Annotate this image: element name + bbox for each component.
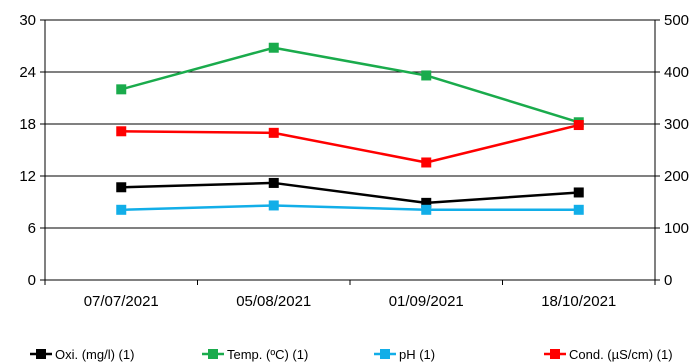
data-point (268, 177, 279, 188)
data-point (116, 182, 127, 193)
y-right-tick-label: 500 (664, 12, 689, 29)
legend-label: pH (1) (399, 347, 435, 362)
data-point (573, 120, 584, 131)
legend-swatch-marker (208, 349, 218, 359)
y-right-tick-label: 100 (664, 220, 689, 237)
data-point (268, 200, 279, 211)
y-left-tick-label: 0 (28, 272, 36, 289)
x-tick-label: 05/08/2021 (236, 293, 311, 310)
y-right-tick-label: 0 (664, 272, 672, 289)
data-point (421, 157, 432, 168)
y-left-tick-label: 18 (19, 116, 36, 133)
y-right-tick-label: 200 (664, 168, 689, 185)
axes (44, 20, 656, 281)
y-left-tick-label: 24 (19, 64, 36, 81)
legend-swatch-marker (36, 349, 46, 359)
y-left-tick-label: 12 (19, 168, 36, 185)
legend-swatch-marker (550, 349, 560, 359)
data-point (116, 126, 127, 137)
y-axis-left-ticks: 0 6 12 18 24 30 (19, 12, 45, 289)
y-right-tick-label: 300 (664, 116, 689, 133)
y-left-tick-label: 30 (19, 12, 36, 29)
data-point (573, 204, 584, 215)
series-line (121, 204, 579, 212)
x-axis-ticks: 07/07/2021 05/08/2021 01/09/2021 18/10/2021 (44, 280, 656, 310)
data-point (421, 70, 432, 81)
y-axis-right-ticks: 0 100 200 300 400 500 (655, 12, 689, 289)
y-right-tick-label: 400 (664, 64, 689, 81)
legend-label: Temp. (ºC) (1) (227, 347, 308, 362)
series-line (120, 46, 580, 124)
x-tick-label: 07/07/2021 (84, 293, 159, 310)
data-point (116, 204, 127, 215)
data-point (573, 187, 584, 198)
legend-label: Oxi. (mg/l) (1) (55, 347, 134, 362)
gridlines (45, 19, 655, 281)
data-point (268, 42, 279, 53)
data-point (421, 204, 432, 215)
data-point (116, 84, 127, 95)
data-point (421, 197, 432, 208)
x-tick-label: 18/10/2021 (541, 293, 616, 310)
series-line (121, 181, 579, 205)
legend-label: Cond. (µS/cm) (1) (569, 347, 673, 362)
legend-swatch-marker (380, 349, 390, 359)
y-left-tick-label: 6 (28, 220, 36, 237)
legend: Oxi. (mg/l) (1) Temp. (ºC) (1) pH (1) Cond.… (30, 347, 673, 362)
x-tick-label: 01/09/2021 (389, 293, 464, 310)
series-group (116, 42, 584, 215)
series-line (121, 123, 580, 164)
data-point (268, 127, 279, 138)
